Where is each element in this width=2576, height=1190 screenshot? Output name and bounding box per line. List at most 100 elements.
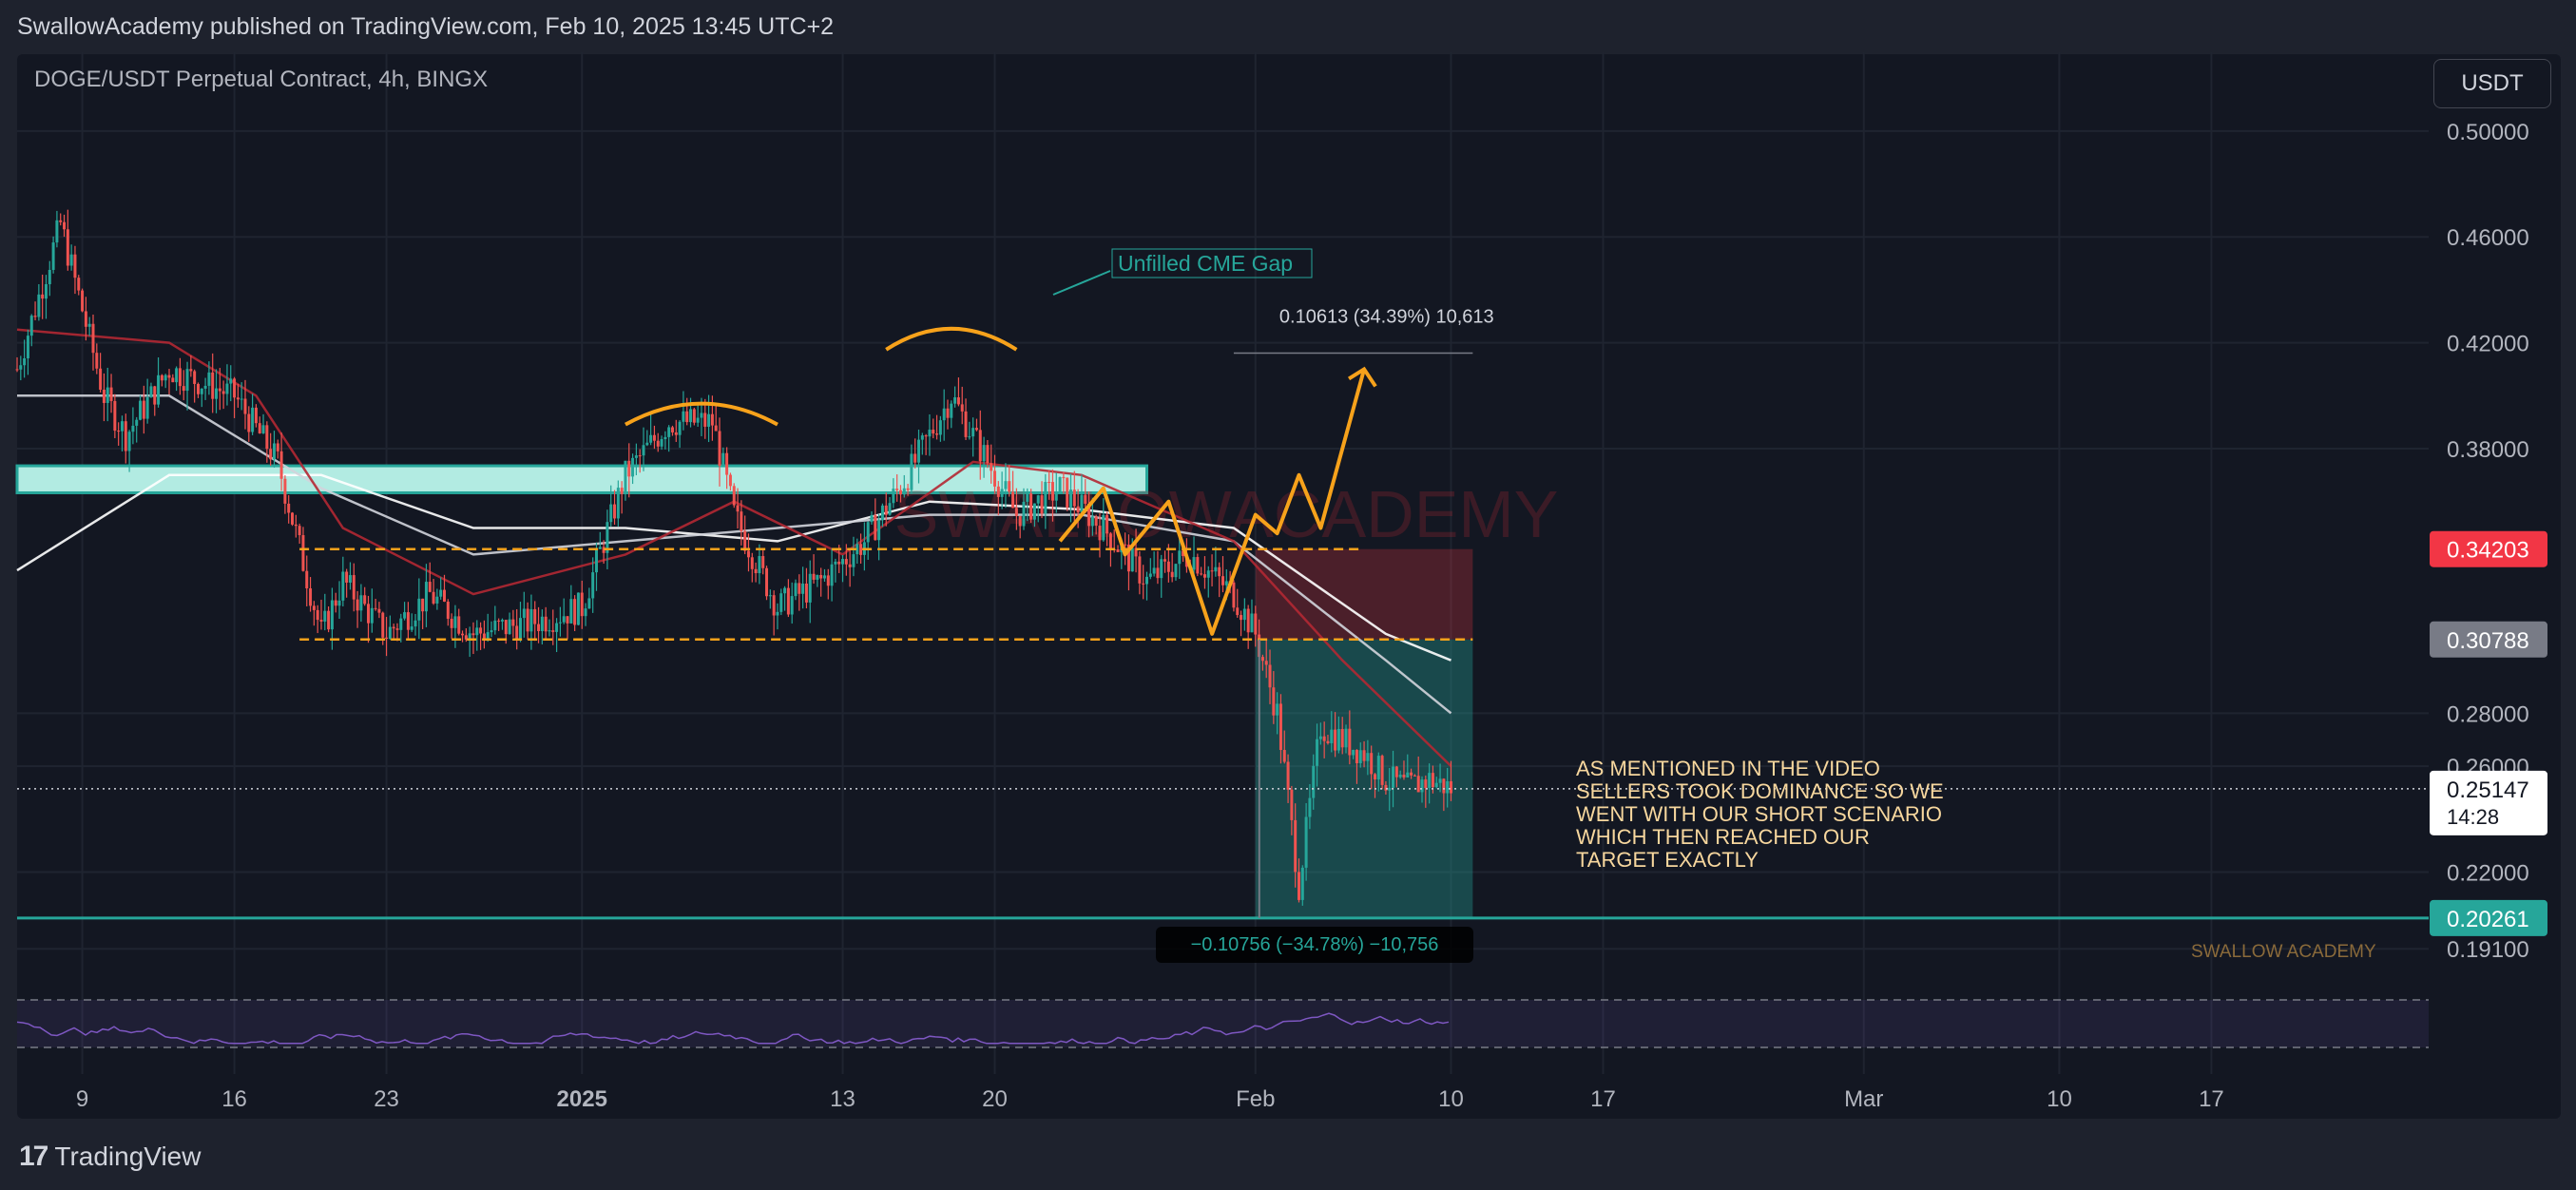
candle: [812, 573, 816, 580]
candle: [471, 633, 475, 636]
candle: [207, 372, 211, 386]
candle: [203, 385, 207, 389]
candle: [450, 619, 453, 628]
candle: [1358, 750, 1362, 763]
candle: [660, 439, 663, 447]
candle: [631, 457, 635, 477]
candle: [1040, 495, 1044, 514]
candle: [44, 284, 48, 299]
candle: [906, 488, 910, 490]
candle: [1318, 736, 1322, 739]
candle: [457, 616, 461, 634]
commentary-line: AS MENTIONED IN THE VIDEO: [1576, 757, 1880, 780]
price-tick-label: 0.42000: [2447, 332, 2529, 357]
candle: [29, 316, 33, 336]
pattern-arc-1: [625, 401, 779, 427]
candle: [841, 559, 845, 565]
candle: [323, 610, 327, 622]
candle: [917, 439, 921, 463]
candle: [1029, 493, 1033, 520]
candle: [59, 220, 63, 222]
candle: [620, 488, 624, 494]
candle: [1236, 607, 1240, 616]
candle: [888, 503, 892, 515]
publisher-bar: SwallowAcademy published on TradingView.…: [0, 0, 2576, 57]
time-tick-label: 16: [221, 1086, 247, 1112]
candle: [1254, 613, 1258, 635]
candle: [41, 294, 45, 299]
candle: [193, 371, 197, 384]
candle: [95, 353, 99, 369]
candle: [461, 633, 465, 636]
candle: [1380, 756, 1384, 785]
candle: [544, 616, 548, 632]
brand-text: TradingView: [54, 1142, 202, 1171]
candle: [1276, 703, 1279, 716]
candle: [1145, 576, 1149, 585]
candle: [200, 388, 203, 394]
candle: [1098, 526, 1102, 541]
candle: [327, 610, 331, 630]
measure-label-up: 0.10613 (34.39%) 10,613: [1279, 306, 1494, 327]
candle: [533, 608, 537, 624]
candle: [834, 561, 837, 565]
candle: [1316, 739, 1319, 766]
measure-label-down: −0.10756 (−34.78%) −10,756: [1191, 934, 1439, 955]
price-tick-label: 0.19100: [2447, 937, 2529, 963]
candle: [808, 573, 812, 603]
candle: [1240, 615, 1243, 621]
candle: [935, 433, 939, 435]
pattern-arc-2: [885, 326, 1018, 352]
candle: [175, 368, 179, 383]
candle: [946, 408, 950, 418]
candle: [298, 526, 301, 536]
candle: [225, 383, 229, 394]
tradingview-brand[interactable]: 17 TradingView: [19, 1141, 201, 1173]
candle: [1308, 797, 1312, 817]
candle: [359, 595, 363, 611]
candle: [1286, 761, 1290, 790]
currency-button[interactable]: USDT: [2433, 59, 2551, 108]
candle: [1018, 515, 1022, 527]
commentary-line: WENT WITH OUR SHORT SCENARIO: [1576, 802, 1942, 826]
candle: [996, 486, 1000, 497]
candle: [1174, 564, 1178, 578]
candle: [779, 593, 783, 612]
candle: [598, 547, 602, 549]
candle: [395, 628, 399, 630]
candle: [1166, 561, 1170, 572]
candle: [1340, 729, 1344, 748]
candle: [877, 520, 881, 541]
candle: [1087, 503, 1091, 527]
candle: [1294, 819, 1298, 873]
candle: [804, 583, 808, 603]
candle: [1428, 773, 1432, 789]
candle: [920, 435, 924, 440]
candle: [974, 428, 978, 431]
candle: [1000, 489, 1004, 497]
candle: [1076, 506, 1080, 513]
price-tag-label: 0.30788: [2447, 628, 2529, 654]
candle: [540, 616, 544, 631]
candle: [504, 620, 508, 635]
candle: [848, 564, 852, 567]
candle: [1388, 787, 1392, 791]
candle: [370, 607, 374, 624]
candle: [772, 595, 776, 616]
candle: [761, 556, 765, 568]
candle: [1072, 489, 1076, 507]
candle: [1108, 533, 1112, 549]
candle: [1446, 780, 1450, 794]
candle: [1022, 501, 1026, 527]
candle: [490, 630, 493, 633]
candle: [417, 598, 421, 621]
candle: [381, 612, 385, 638]
brand-watermark: SWALLOW ACADEMY: [2191, 942, 2376, 962]
candle: [884, 505, 888, 515]
candle: [312, 605, 316, 610]
candle: [229, 378, 233, 384]
candle: [1278, 703, 1282, 751]
candle: [566, 616, 569, 624]
candle: [117, 431, 121, 432]
